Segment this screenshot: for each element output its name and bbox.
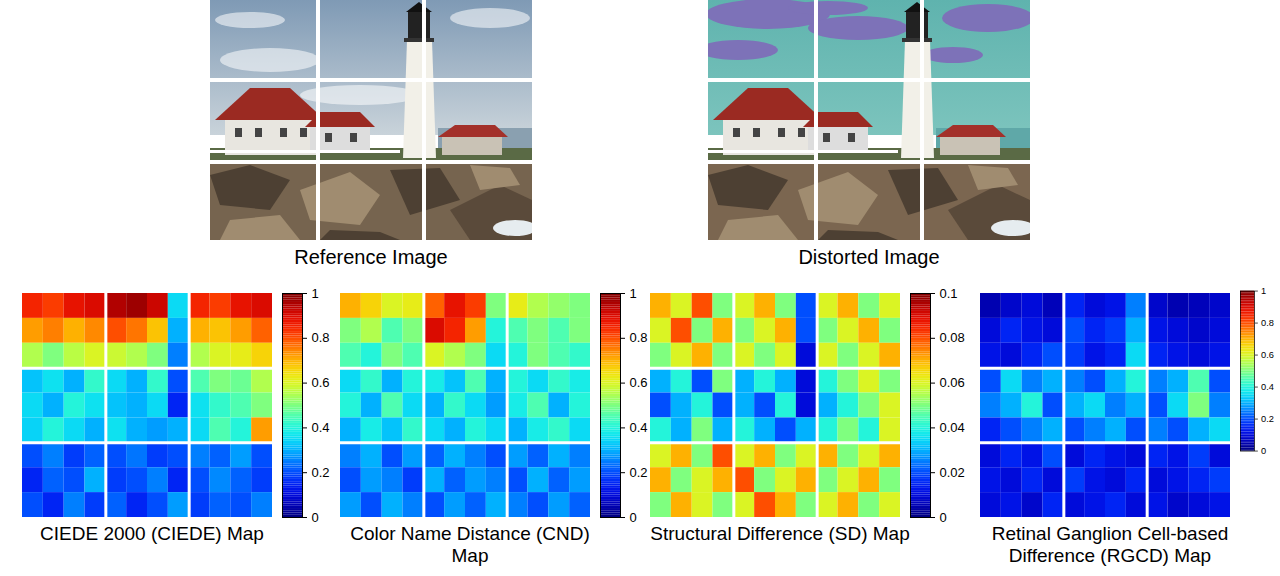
svg-text:0.06: 0.06 xyxy=(940,375,965,390)
svg-text:0.6: 0.6 xyxy=(312,375,330,390)
svg-text:0.8: 0.8 xyxy=(1261,318,1274,328)
svg-text:0.4: 0.4 xyxy=(312,420,330,435)
svg-text:0.4: 0.4 xyxy=(630,420,648,435)
html-text:Reference Image: Reference Image xyxy=(294,246,448,268)
svg-text:1: 1 xyxy=(1261,286,1266,296)
svg-text:0.4: 0.4 xyxy=(1261,382,1274,392)
svg-text:0: 0 xyxy=(1261,446,1266,456)
html-text:Distorted Image: Distorted Image xyxy=(798,246,940,268)
html-text:Retinal Ganglion Cell-based Di: Retinal Ganglion Cell-based Difference (… xyxy=(991,523,1229,566)
svg-text:0: 0 xyxy=(312,510,319,525)
svg-text:0.02: 0.02 xyxy=(940,465,965,480)
svg-text:0.8: 0.8 xyxy=(312,330,330,345)
html-text:Structural Difference (SD) Map: Structural Difference (SD) Map xyxy=(650,523,910,544)
html-text:Color Name Distance (CND) Map: Color Name Distance (CND) Map xyxy=(350,523,590,566)
svg-text:0.6: 0.6 xyxy=(1261,350,1274,360)
svg-text:0: 0 xyxy=(630,510,637,525)
svg-text:1: 1 xyxy=(630,286,637,301)
svg-text:0: 0 xyxy=(940,510,947,525)
svg-text:0.2: 0.2 xyxy=(630,465,648,480)
svg-text:0.6: 0.6 xyxy=(630,375,648,390)
svg-text:0.2: 0.2 xyxy=(1261,414,1274,424)
svg-text:0.8: 0.8 xyxy=(630,330,648,345)
svg-text:0.08: 0.08 xyxy=(940,330,965,345)
html-text:CIEDE 2000 (CIEDE) Map: CIEDE 2000 (CIEDE) Map xyxy=(40,523,264,544)
svg-text:0.1: 0.1 xyxy=(940,286,958,301)
svg-text:1: 1 xyxy=(312,286,319,301)
svg-text:0.2: 0.2 xyxy=(312,465,330,480)
svg-text:0.04: 0.04 xyxy=(940,420,965,435)
